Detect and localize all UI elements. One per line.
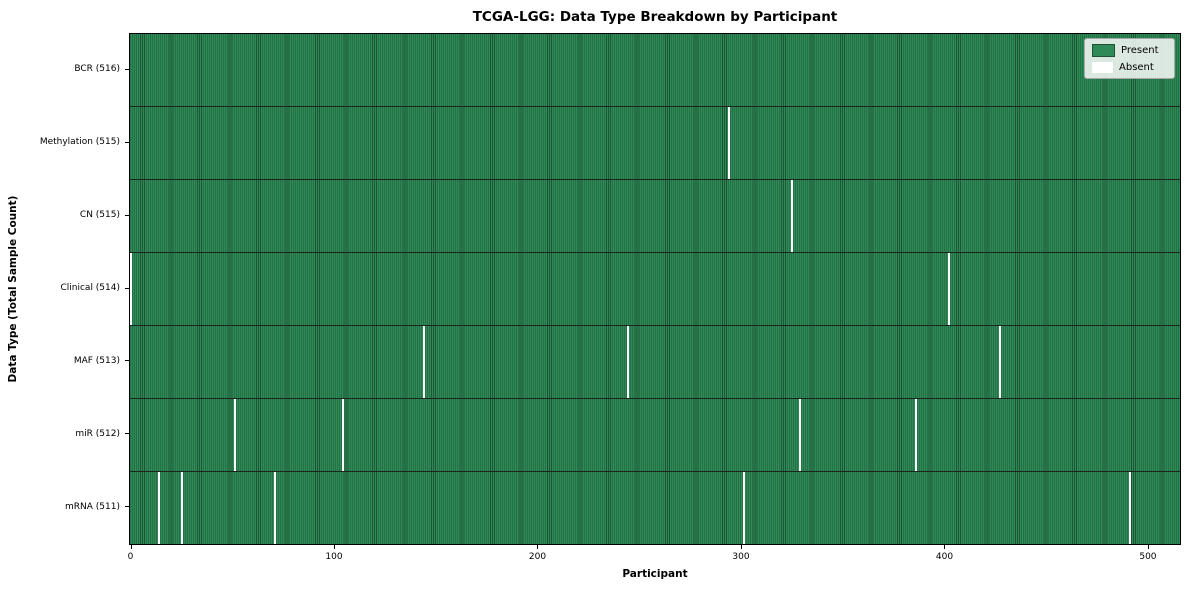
legend-entry-absent: Absent (1092, 62, 1167, 73)
x-tick-label-400: 400 (935, 552, 954, 562)
absent-mark-MAF-244 (626, 326, 629, 398)
y-tick-mark (125, 141, 129, 143)
x-tick-label-500: 500 (1139, 552, 1157, 562)
present-swatch-icon (1092, 44, 1115, 57)
datatype-row-mRNA (130, 472, 1180, 544)
absent-mark-miR-104 (341, 399, 344, 471)
datatype-row-miR (130, 399, 1180, 472)
absent-swatch-icon (1092, 62, 1113, 73)
chart-title: TCGA-LGG: Data Type Breakdown by Partici… (472, 9, 838, 25)
datatype-row-CN (130, 180, 1180, 253)
absent-mark-MAF-144 (423, 326, 426, 398)
absent-mark-miR-329 (799, 399, 802, 471)
x-tick-mark (130, 545, 132, 549)
datatype-row-Clinical (130, 253, 1180, 326)
datatype-row-BCR (130, 34, 1180, 107)
absent-mark-mRNA-25 (180, 472, 183, 544)
absent-mark-miR-51 (233, 399, 236, 471)
datatype-row-Methylation (130, 107, 1180, 180)
y-tick-label-miR: miR (512) (75, 428, 120, 439)
absent-mark-mRNA-14 (158, 472, 161, 544)
x-tick-label-200: 200 (528, 552, 547, 562)
x-tick-label-100: 100 (325, 552, 343, 562)
y-tick-label-mRNA: mRNA (511) (65, 501, 120, 512)
absent-mark-mRNA-491 (1129, 472, 1132, 544)
legend: Present Absent (1084, 38, 1175, 79)
x-tick-label-0: 0 (127, 552, 134, 562)
y-tick-mark (125, 433, 129, 435)
legend-label-absent: Absent (1119, 62, 1154, 73)
x-tick-mark (740, 545, 742, 549)
y-tick-label-CN: CN (515) (79, 210, 120, 221)
y-tick-mark (125, 506, 129, 508)
absent-mark-Methylation-294 (728, 107, 731, 179)
legend-label-present: Present (1121, 45, 1159, 56)
y-tick-label-MAF: MAF (513) (73, 355, 120, 366)
absent-mark-MAF-427 (998, 326, 1001, 398)
y-tick-label-BCR: BCR (516) (74, 64, 120, 75)
absent-mark-mRNA-71 (274, 472, 277, 544)
absent-mark-Clinical-0 (130, 253, 132, 325)
datatype-row-MAF (130, 326, 1180, 399)
y-tick-mark (125, 68, 129, 70)
absent-mark-Clinical-402 (948, 253, 951, 325)
x-tick-mark (1147, 545, 1149, 549)
x-tick-mark (334, 545, 335, 549)
y-tick-mark (125, 287, 129, 289)
absent-mark-CN-325 (791, 180, 794, 252)
plot-area (129, 33, 1181, 545)
y-tick-label-Clinical: Clinical (514) (60, 283, 120, 293)
absent-mark-miR-386 (915, 399, 918, 471)
legend-entry-present: Present (1092, 44, 1167, 57)
y-tick-mark (125, 214, 129, 216)
x-axis-title: Participant (622, 568, 688, 580)
y-tick-mark (125, 360, 129, 362)
y-tick-label-Methylation: Methylation (515) (39, 137, 120, 148)
x-tick-mark (537, 545, 539, 549)
absent-mark-mRNA-301 (742, 472, 745, 544)
x-tick-mark (944, 545, 946, 549)
x-tick-label-300: 300 (732, 552, 750, 562)
